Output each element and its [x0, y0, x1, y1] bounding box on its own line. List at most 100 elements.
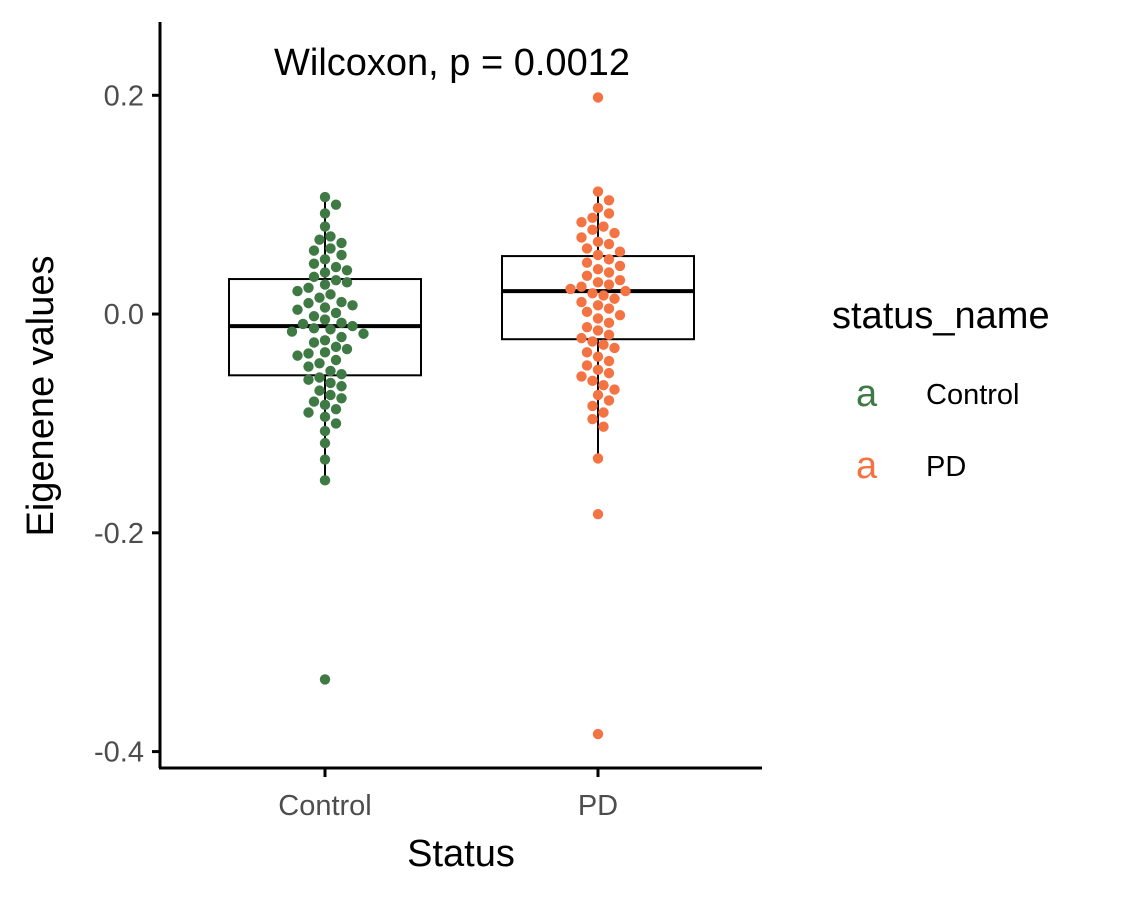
data-point — [598, 221, 609, 232]
data-point — [292, 350, 303, 361]
data-point — [609, 227, 620, 239]
data-point — [308, 245, 320, 256]
data-point — [620, 285, 631, 297]
data-point — [325, 231, 336, 242]
data-point — [330, 354, 342, 366]
data-point — [581, 306, 593, 318]
data-point — [319, 399, 331, 411]
data-point — [330, 199, 342, 210]
data-point — [319, 425, 331, 437]
data-point — [303, 348, 314, 359]
data-point — [565, 283, 576, 295]
data-point — [308, 271, 320, 283]
data-point — [303, 282, 314, 294]
data-point — [303, 374, 314, 385]
data-point — [592, 313, 604, 324]
data-point — [314, 292, 325, 303]
data-point — [341, 265, 353, 276]
data-point — [308, 323, 320, 334]
legend-title: status_name — [832, 295, 1050, 337]
data-point — [319, 208, 331, 219]
data-point — [341, 343, 353, 355]
data-point — [314, 372, 325, 383]
data-point — [598, 290, 609, 301]
data-point — [319, 674, 331, 685]
data-point — [319, 475, 331, 486]
data-point — [336, 393, 347, 404]
y-ticks: 0.2 0.0 -0.2 -0.4 — [94, 80, 160, 769]
data-point — [609, 384, 620, 395]
data-point — [587, 413, 598, 425]
data-point — [308, 311, 320, 322]
data-point — [603, 355, 615, 367]
x-tick-label-control: Control — [278, 790, 372, 822]
legend-key-pd: a — [856, 445, 878, 487]
data-point — [319, 335, 331, 346]
y-tick-label: 0.2 — [104, 80, 144, 112]
data-point — [581, 270, 593, 281]
data-point — [581, 257, 593, 268]
data-point — [603, 254, 615, 265]
data-point — [286, 326, 298, 337]
data-point — [319, 279, 331, 290]
x-ticks: Control PD — [278, 768, 618, 822]
data-point — [303, 361, 314, 372]
data-point — [581, 243, 593, 254]
data-point — [592, 325, 604, 336]
dots-pd — [565, 92, 631, 740]
data-point — [303, 407, 314, 418]
data-point — [603, 208, 615, 219]
x-axis-title: Status — [407, 833, 515, 875]
data-point — [314, 358, 325, 369]
data-point — [603, 395, 615, 406]
boxplot-pd — [501, 191, 695, 459]
data-point — [603, 329, 615, 341]
data-point — [308, 258, 320, 269]
y-tick-label: 0.0 — [104, 299, 144, 331]
data-point — [319, 267, 331, 278]
data-point — [603, 317, 615, 329]
data-point — [325, 243, 336, 254]
legend-label-pd: PD — [926, 451, 966, 483]
data-point — [330, 307, 342, 319]
data-point — [325, 389, 336, 401]
data-point — [587, 375, 598, 386]
data-point — [603, 195, 615, 206]
data-point — [592, 186, 604, 197]
data-point — [614, 274, 626, 286]
data-point — [587, 400, 598, 412]
data-point — [336, 237, 347, 249]
data-point — [319, 314, 331, 325]
data-point — [576, 216, 587, 228]
data-point — [592, 728, 604, 740]
data-point — [319, 302, 331, 313]
legend-label-control: Control — [926, 379, 1020, 411]
data-point — [576, 296, 587, 308]
data-point — [609, 342, 620, 354]
data-point — [592, 277, 604, 288]
legend-key-control: a — [856, 373, 878, 415]
data-point — [576, 232, 587, 243]
data-point — [325, 365, 336, 377]
data-point — [592, 236, 604, 248]
data-point — [587, 224, 598, 236]
data-point — [314, 234, 325, 245]
y-tick-label: -0.4 — [94, 737, 144, 769]
data-point — [308, 337, 320, 348]
data-point — [319, 347, 331, 358]
data-point — [303, 297, 314, 309]
data-point — [347, 300, 358, 311]
data-point — [330, 404, 342, 415]
data-point — [614, 246, 626, 257]
x-tick-label-pd: PD — [578, 790, 618, 822]
data-point — [292, 304, 303, 315]
data-point — [319, 454, 331, 465]
data-point — [603, 279, 615, 290]
data-point — [314, 385, 325, 396]
data-point — [319, 411, 331, 423]
data-point — [297, 318, 309, 330]
data-point — [598, 407, 609, 418]
annotation-wilcoxon: Wilcoxon, p = 0.0012 — [274, 42, 630, 84]
data-point — [336, 331, 347, 343]
